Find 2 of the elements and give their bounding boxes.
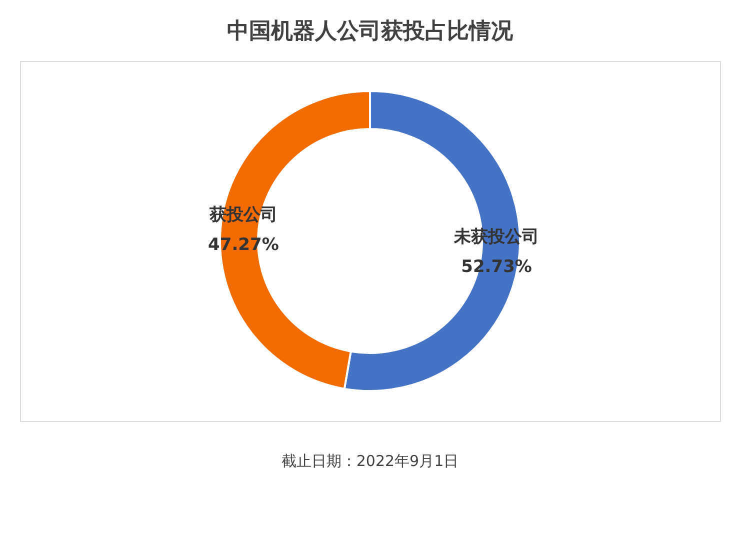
- text: 截止日期：2022年9月1日: [281, 452, 459, 470]
- chart-title: 中国机器人公司获投占比情况: [227, 19, 514, 44]
